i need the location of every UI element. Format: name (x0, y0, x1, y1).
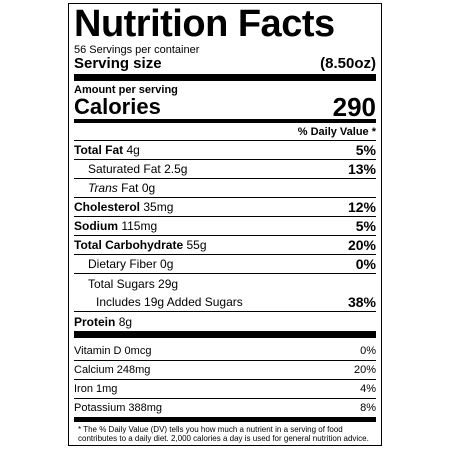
thick-divider (74, 331, 376, 338)
nutrient-name: Cholesterol (74, 200, 141, 214)
nutrition-facts-label: Nutrition Facts 56 Servings per containe… (68, 3, 382, 446)
nutrient-row-trans-fat: Trans Fat 0g (74, 179, 376, 198)
nutrient-dv: 12% (347, 199, 376, 215)
vitamin-name: Vitamin D 0mcg (74, 345, 152, 357)
nutrient-row-sodium: Sodium 115mg 5% (74, 217, 376, 236)
nutrient-name: Total Fat (74, 143, 124, 157)
nutrient-row-added-sugars: Includes 19g Added Sugars 38% (74, 293, 376, 312)
medium-divider (74, 418, 376, 422)
vitamin-row: Potassium 388mg 8% (74, 399, 376, 418)
vitamin-row: Calcium 248mg 20% (74, 361, 376, 380)
vitamin-row: Vitamin D 0mcg 0% (74, 342, 376, 361)
nutrient-name-italic: Trans (88, 181, 118, 195)
nutrient-dv: 5% (355, 218, 376, 234)
nutrient-row-total-sugars: Total Sugars 29g (74, 274, 376, 293)
nutrient-amount: 0g (141, 181, 156, 195)
nutrient-row-saturated-fat: Saturated Fat 2.5g 13% (74, 160, 376, 179)
nutrient-row-cholesterol: Cholesterol 35mg 12% (74, 198, 376, 217)
nutrient-dv: 0% (355, 256, 376, 272)
vitamin-dv: 4% (360, 383, 376, 395)
nutrient-amount: 29g (158, 276, 179, 291)
medium-divider (74, 119, 376, 123)
vitamin-name: Calcium 248mg (74, 364, 151, 376)
vitamin-dv: 0% (360, 345, 376, 357)
nutrient-amount: 0g (160, 257, 174, 271)
label-title: Nutrition Facts (74, 3, 335, 45)
footnote: * The % Daily Value (DV) tells you how m… (78, 425, 369, 443)
nutrient-name: Saturated Fat (88, 162, 161, 176)
nutrient-name: Total Sugars (88, 276, 155, 291)
nutrient-row-dietary-fiber: Dietary Fiber 0g 0% (74, 255, 376, 274)
nutrient-dv: 20% (347, 237, 376, 253)
nutrient-dv: 38% (347, 294, 376, 310)
nutrient-amount: 4g (126, 143, 140, 157)
nutrient-amount: 115mg (121, 219, 158, 233)
nutrient-name: Total Carbohydrate (74, 238, 184, 252)
nutrient-name: Protein (74, 314, 116, 329)
nutrient-dv: 5% (355, 142, 376, 158)
vitamin-dv: 8% (360, 402, 376, 414)
serving-size-value: (8.50oz) (320, 55, 376, 72)
nutrient-name: Sodium (74, 219, 118, 233)
calories-label: Calories (74, 94, 161, 119)
nutrient-amount: 35mg (143, 200, 174, 214)
nutrient-name: Fat (121, 181, 139, 195)
nutrient-name: Includes 19g Added Sugars (96, 295, 243, 309)
servings-per-container: 56 Servings per container (74, 44, 200, 56)
thick-divider (74, 74, 376, 81)
nutrient-amount: 8g (118, 314, 133, 329)
vitamin-name: Iron 1mg (74, 383, 118, 395)
nutrient-amount: 2.5g (164, 162, 188, 176)
vitamin-row: Iron 1mg 4% (74, 380, 376, 399)
serving-size-label: Serving size (74, 55, 162, 72)
amount-per-serving: Amount per serving (74, 84, 178, 96)
nutrient-row-total-fat: Total Fat 4g 5% (74, 141, 376, 160)
calories-row: Calories 290 (74, 92, 376, 122)
nutrient-amount: 55g (186, 238, 207, 252)
calories-value: 290 (332, 92, 376, 122)
vitamin-name: Potassium 388mg (74, 402, 163, 414)
vitamin-dv: 20% (353, 364, 376, 376)
serving-size-row: Serving size (8.50oz) (74, 56, 376, 72)
nutrient-row-protein: Protein 8g (74, 312, 376, 331)
nutrient-name: Dietary Fiber (88, 257, 157, 271)
daily-value-header: % Daily Value * (74, 124, 376, 141)
nutrient-dv: 13% (347, 161, 376, 177)
nutrient-row-total-carbohydrate: Total Carbohydrate 55g 20% (74, 236, 376, 255)
